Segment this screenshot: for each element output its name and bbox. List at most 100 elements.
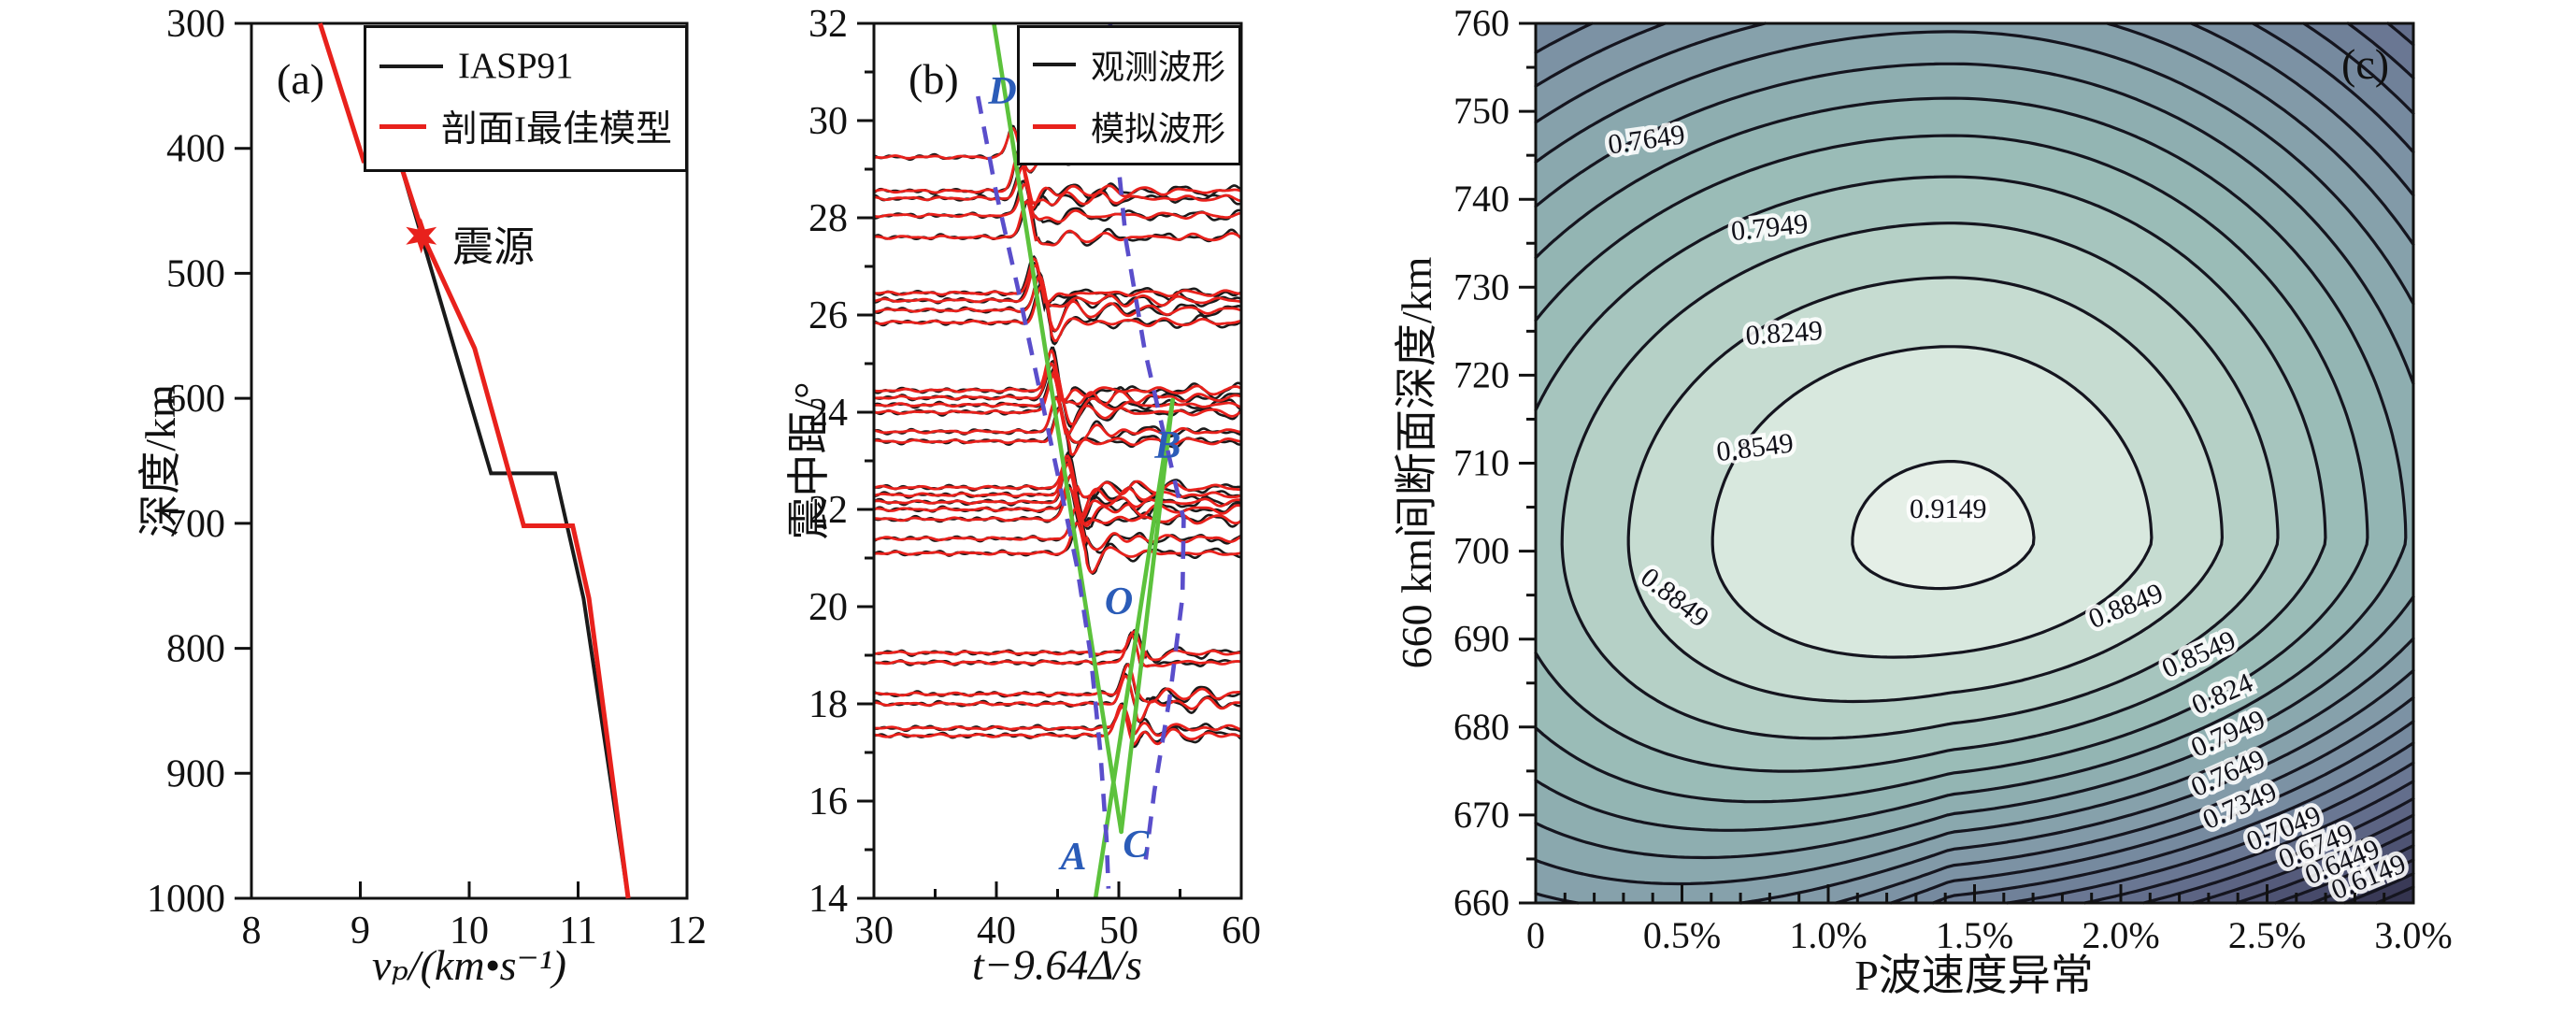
window-curve-right	[1108, 23, 1186, 860]
contour-line-0.8099	[1534, 62, 2415, 860]
source-label: 震源	[452, 224, 535, 270]
contour-line-0.8999	[1710, 345, 2154, 659]
legend-row-observed: 观测波形	[1033, 40, 1225, 89]
panel-c-y-tick-label: 720	[1453, 353, 1510, 395]
panel-a-y-tick-label: 700	[166, 503, 225, 546]
panel-c-y-tick-label: 690	[1453, 618, 1510, 660]
branch-label-a: A	[1060, 835, 1087, 879]
panel-b-y-tick-label: 16	[809, 781, 848, 824]
panel-b-x-tick-label: 30	[854, 910, 894, 953]
panel-c-y-tick-label: 660	[1453, 881, 1510, 924]
panel-c-x-tick-label: 0.5%	[1643, 914, 1721, 956]
legend-row-simulated: 模拟波形	[1033, 102, 1225, 150]
contour-label-0.7949: 0.7949	[1729, 208, 1809, 247]
simulated-waveform	[874, 284, 1241, 342]
branch-label-o: O	[1104, 580, 1134, 623]
contour-label-0.8549: 0.8549	[1715, 427, 1796, 467]
legend-row-best-model: 剖面I最佳模型	[379, 100, 672, 152]
contour-line-0.8849	[1626, 276, 2224, 704]
contour-line-0.8249	[1534, 96, 2408, 832]
simulated-waveform	[874, 165, 1241, 207]
simulated-waveform	[874, 462, 1241, 522]
simulated-waveform	[874, 199, 1241, 247]
panel-a-legend: IASP91 剖面I最佳模型	[364, 25, 688, 172]
simulated-waveform	[874, 630, 1241, 662]
source-star-icon	[406, 218, 437, 254]
panel-b-y-tick-label: 30	[809, 100, 848, 143]
traveltime-curves	[992, 23, 1175, 898]
panel-c-y-tick-label: 760	[1453, 2, 1510, 44]
contour-label-0.9149: 0.9149	[1910, 494, 1987, 524]
panel-c-x-axis-title: P波速度异常	[1854, 952, 2094, 999]
panel-c-y-tick-label: 700	[1453, 530, 1510, 572]
panel-a-x-axis-title: vₚ/(km•s⁻¹)	[372, 941, 566, 989]
observed-waveform	[874, 518, 1241, 576]
panel-a-x-tick-label: 11	[559, 910, 596, 953]
panel-c-x-tick-label: 3.0%	[2374, 914, 2452, 956]
panel-c-label: (c)	[2341, 40, 2390, 88]
simulated-waveform	[874, 264, 1241, 308]
contour-label-0.7649: 0.7649	[1606, 119, 1686, 160]
panel-b-y-tick-label: 14	[809, 878, 848, 921]
simulated-waveform	[874, 507, 1241, 551]
panel-b-y-tick-label: 28	[809, 197, 848, 240]
panel-b-legend: 观测波形 模拟波形	[1017, 25, 1241, 165]
panel-c-ticks: 760 750 740 730 720 710 700 690 680 670 660 0 0.5% 1.…	[1453, 2, 2453, 956]
panel-b-y-tick-label: 32	[809, 3, 848, 46]
panel-a-x-tick-label: 10	[450, 910, 489, 953]
simulated-waveform	[874, 408, 1241, 456]
simulated-waveform	[874, 704, 1241, 738]
panel-c-x-tick-label: 2.5%	[2228, 914, 2306, 956]
simulated-waveform	[874, 374, 1241, 435]
window-curves	[976, 23, 1186, 889]
panel-a-y-tick-label: 900	[166, 752, 225, 795]
contour-line-0.8399	[1534, 134, 2369, 804]
panel-a-ticks: 300 400 500 600 700 800 900 1000 8 9 10 11 12	[147, 3, 707, 953]
panel-c-y-tick-label: 710	[1453, 442, 1510, 484]
contour-line-0.8549	[1534, 175, 2327, 773]
panel-b-y-tick-label: 26	[809, 294, 848, 337]
panel-b-x-tick-label: 50	[1099, 910, 1138, 953]
panel-a-y-tick-label: 500	[166, 252, 225, 295]
panel-a-x-tick-label: 9	[351, 910, 370, 953]
simulated-line-sample	[1033, 123, 1076, 129]
branch-label-b: B	[1154, 424, 1181, 468]
panel-c-y-tick-label: 750	[1453, 90, 1510, 132]
panel-a-y-tick-label: 600	[166, 378, 225, 421]
panel-a-y-tick-label: 400	[166, 128, 225, 171]
simulated-waveform	[874, 633, 1241, 670]
panel-c-x-tick-label: 1.5%	[1936, 914, 2013, 956]
contour-label-0.8849: 0.8849	[1635, 562, 1714, 634]
window-curve-left	[976, 95, 1111, 889]
simulated-waveform	[874, 454, 1241, 499]
simulated-waveform	[874, 182, 1241, 223]
simulated-waveform	[874, 151, 1241, 210]
panel-c-x-tick-label: 1.0%	[1789, 914, 1867, 956]
simulated-waveform	[874, 674, 1241, 723]
panel-a-y-tick-label: 1000	[147, 878, 225, 921]
panel-a-x-tick-label: 8	[242, 910, 262, 953]
simulated-waveform	[874, 703, 1241, 747]
simulated-waveform	[874, 256, 1241, 303]
simulated-legend-label: 模拟波形	[1090, 110, 1225, 148]
panel-b-label: (b)	[909, 55, 959, 103]
panel-a-x-tick-label: 12	[667, 910, 707, 953]
contour-line-0.7799	[1534, 21, 2415, 905]
panel-b-y-tick-label: 22	[809, 489, 848, 532]
panel-a-y-axis-title: 深度/km	[136, 384, 184, 537]
observed-waveform	[874, 628, 1241, 664]
branch-label-d: D	[988, 69, 1017, 113]
panel-b-y-tick-label: 20	[809, 586, 848, 629]
panel-b-y-tick-label: 18	[809, 683, 848, 726]
panel-a-y-tick-label: 300	[166, 3, 225, 46]
iasp91-legend-label: IASP91	[458, 46, 574, 86]
simulated-waveform	[874, 521, 1241, 574]
panel-b-x-tick-label: 60	[1222, 910, 1261, 953]
panel-c-y-tick-label: 680	[1453, 706, 1510, 748]
best-model-line-sample	[379, 123, 426, 129]
observed-waveform	[874, 663, 1241, 704]
panel-c-x-tick-label: 2.0%	[2082, 914, 2159, 956]
